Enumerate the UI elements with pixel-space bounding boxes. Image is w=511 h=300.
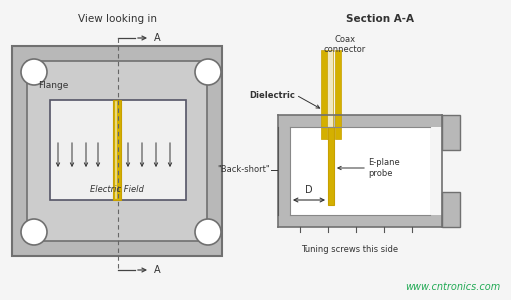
Bar (335, 50, 341, 139)
Bar (50, 100, 186, 200)
Bar (27, 61, 207, 241)
Text: Coax
connector: Coax connector (324, 35, 366, 54)
Bar (442, 192, 460, 227)
Text: www.cntronics.com: www.cntronics.com (405, 282, 500, 292)
Circle shape (195, 59, 221, 85)
Bar (442, 115, 460, 150)
Text: Tuning screws this side: Tuning screws this side (301, 245, 399, 254)
Bar (278, 115, 442, 127)
Text: Dielectric: Dielectric (249, 91, 295, 100)
Bar (113, 100, 121, 200)
Text: A: A (154, 265, 160, 275)
Bar (328, 127, 334, 205)
Bar (12, 46, 222, 256)
Text: Flange: Flange (38, 80, 68, 89)
Circle shape (21, 59, 47, 85)
Text: A: A (154, 33, 160, 43)
Circle shape (195, 219, 221, 245)
Text: E-plane
probe: E-plane probe (368, 158, 400, 178)
Bar (327, 50, 333, 139)
Circle shape (21, 219, 47, 245)
Text: View looking in: View looking in (79, 14, 157, 24)
Text: Electric Field: Electric Field (90, 185, 144, 194)
Text: D: D (305, 185, 313, 195)
Bar (321, 50, 327, 139)
Bar (278, 215, 442, 227)
Text: Section A-A: Section A-A (346, 14, 414, 24)
Bar (290, 127, 430, 215)
Bar (278, 115, 290, 215)
Text: "Back-short": "Back-short" (217, 166, 270, 175)
